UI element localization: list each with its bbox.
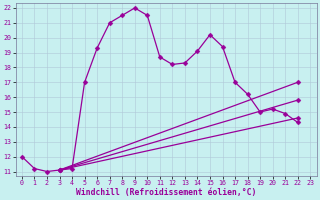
X-axis label: Windchill (Refroidissement éolien,°C): Windchill (Refroidissement éolien,°C) — [76, 188, 256, 197]
